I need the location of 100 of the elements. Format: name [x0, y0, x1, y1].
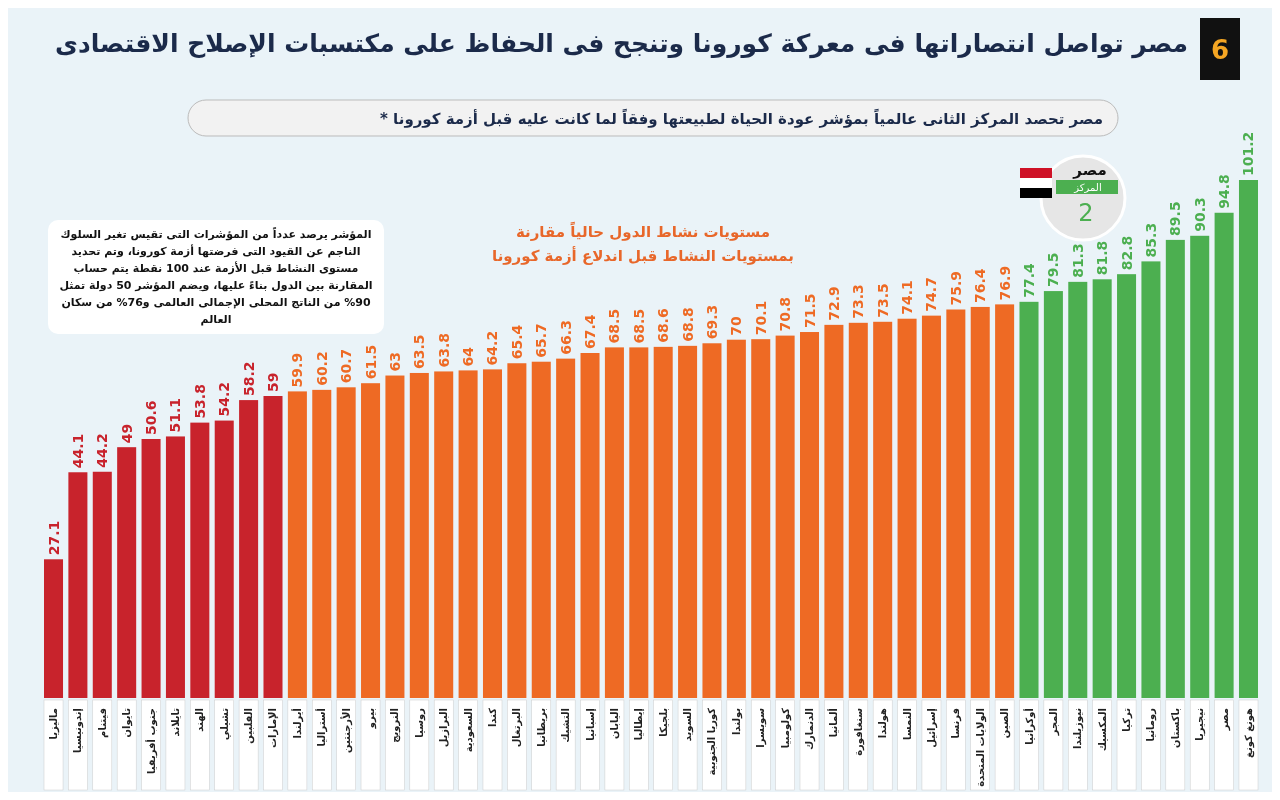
data-label: 53.8: [191, 384, 208, 419]
x-tick-label: كندا: [486, 707, 498, 728]
x-tick-label: المكسيك: [1096, 708, 1108, 752]
data-label: 67.4: [582, 314, 599, 350]
x-tick-label: تشيلي: [218, 707, 231, 741]
data-label: 68.8: [679, 307, 696, 342]
data-label: 90.3: [1191, 197, 1208, 232]
data-label: 70: [728, 315, 745, 336]
data-label: 68.6: [655, 308, 672, 343]
data-label: 72.9: [825, 286, 842, 321]
x-tick-label: الفلبين: [243, 708, 256, 744]
x-tick-label: أستراليا: [315, 708, 329, 747]
x-tick-label: بولندا: [730, 708, 743, 736]
data-label: 82.8: [1118, 235, 1135, 271]
x-tick-label: إسبانيا: [584, 708, 597, 741]
x-tick-label: روسيا: [413, 707, 426, 738]
chart-title: مصر تواصل انتصاراتها فى معركة كورونا وتنجح فى الحفاظ على مكتسبات الإصلاح الاقتصادى: [54, 29, 1188, 59]
data-label: 70.8: [777, 297, 794, 332]
x-tick-label: فرنسا: [950, 708, 963, 739]
x-tick-label: كولومبيا: [779, 707, 792, 749]
x-tick-label: رومانيا: [1145, 707, 1158, 742]
data-label: 49: [118, 423, 135, 444]
x-tick-label: أيرلندا: [290, 708, 304, 739]
data-label: 76.9: [996, 265, 1013, 301]
x-tick-label: سويسرا: [755, 707, 768, 748]
data-label: 76.4: [972, 268, 989, 303]
x-tick-label: فيتنام: [96, 708, 109, 738]
x-tick-label: مصر: [1218, 708, 1231, 732]
chart-subtitle: مصر تحصد المركز الثانى عالمياً بمؤشر عودة الحياة لطبيعتها وفقاً لما كانت عليه قبل أزمة كورونا *: [380, 107, 1103, 128]
data-label: 101.2: [1240, 131, 1257, 176]
data-label: 51.1: [167, 397, 184, 433]
data-label: 58.2: [240, 361, 257, 397]
x-tick-label: هونغ كونغ: [1242, 707, 1255, 758]
x-tick-label: إسرائيل: [925, 708, 938, 748]
data-label: 60.7: [338, 348, 355, 384]
x-tick-label: أوكرانيا: [1022, 708, 1036, 745]
data-label: 63.5: [411, 334, 428, 369]
data-label: 79.5: [1045, 252, 1062, 288]
data-label: 74.1: [899, 280, 916, 315]
x-tick-label: البرازيل: [438, 708, 451, 748]
x-tick-label: البرتغال: [511, 708, 524, 748]
data-label: 75.9: [947, 270, 964, 306]
x-tick-label: السعودية: [462, 708, 475, 753]
data-label: 65.7: [533, 323, 550, 358]
x-tick-label: الصين: [999, 708, 1012, 739]
data-label: 73.3: [850, 284, 867, 319]
data-label: 27.1: [45, 520, 62, 556]
data-label: 81.8: [1094, 240, 1111, 276]
x-tick-label: بريطانيا: [535, 708, 548, 747]
x-tick-label: تايلاند: [169, 707, 181, 737]
x-tick-label: بيرو: [365, 708, 378, 730]
x-tick-label: اليابان: [608, 708, 620, 740]
data-label: 64: [460, 346, 477, 367]
data-label: 60.2: [313, 351, 330, 386]
data-label: 66.3: [557, 320, 574, 355]
x-tick-label: نيوزيلندا: [1072, 708, 1085, 749]
x-tick-label: كوريا الجنوبية: [706, 707, 719, 776]
annotation: المركز: [1073, 181, 1102, 193]
x-tick-label: سنغافورة: [852, 707, 865, 756]
data-label: 61.5: [362, 344, 379, 380]
x-tick-label: النمسا: [901, 708, 913, 740]
annotation: المؤشر يرصد عدداً من المؤشرات التى تقيس تغير السلوك الناجم عن القيود التى فرضتها أزمة كورونا، وتم تحديد مستوى النشاط قبل الأزمة عند 100 نقطة يتم حساب المقارنة بين الدول بناءً عليها، ويضم المؤشر 50 دولة تمثل 90% من الناتج المحلى الإجمالى العالمى و76% من سكان العالم: [48, 220, 384, 334]
x-tick-label: تايوان: [121, 707, 134, 738]
x-tick-label: تركيا: [1121, 707, 1134, 732]
text: 6: [1210, 35, 1230, 65]
annotation: 2: [1078, 199, 1094, 227]
data-label: 73.5: [874, 283, 891, 318]
x-tick-label: ألمانيا: [827, 708, 840, 738]
data-label: 54.2: [216, 382, 233, 417]
data-label: 68.5: [630, 308, 647, 344]
x-tick-label: السويد: [682, 708, 695, 742]
data-label: 65.4: [508, 324, 525, 360]
data-label: 69.3: [703, 304, 720, 340]
data-label: 74.7: [923, 277, 940, 312]
x-tick-label: ماليزيا: [48, 708, 61, 740]
data-label: 94.8: [1216, 174, 1233, 209]
x-tick-label: الهند: [194, 708, 207, 732]
data-label: 71.5: [801, 293, 818, 329]
data-label: 59.9: [289, 352, 306, 388]
x-tick-label: إندونيسيا: [72, 708, 85, 754]
text: مصر: [1072, 161, 1107, 179]
x-tick-label: نيجيريا: [1194, 708, 1207, 741]
x-tick-label: التشيك: [560, 708, 572, 743]
x-tick-label: إيطاليا: [633, 708, 646, 741]
data-label: 85.3: [1142, 222, 1159, 258]
data-label: 63.8: [435, 332, 452, 368]
x-tick-label: باكستان: [1169, 708, 1181, 748]
annotation: مستويات نشاط الدول حالياً مقارنة بمستويات النشاط قبل اندلاع أزمة كورونا: [491, 220, 795, 267]
data-label: 64.2: [484, 330, 501, 366]
data-label: 68.5: [606, 308, 623, 344]
data-label: 89.5: [1167, 201, 1184, 236]
x-tick-label: الأرجنتين: [339, 708, 353, 754]
x-tick-label: الدنمارك: [804, 708, 817, 751]
data-label: 44.2: [94, 433, 111, 468]
data-label: 81.3: [1069, 243, 1086, 278]
x-tick-label: هولندا: [877, 707, 890, 739]
data-label: 70.1: [752, 300, 769, 336]
x-tick-label: المجر: [1047, 708, 1060, 737]
x-tick-label: جنوب أفريقيا: [144, 708, 158, 775]
data-label: 44.1: [69, 433, 86, 469]
